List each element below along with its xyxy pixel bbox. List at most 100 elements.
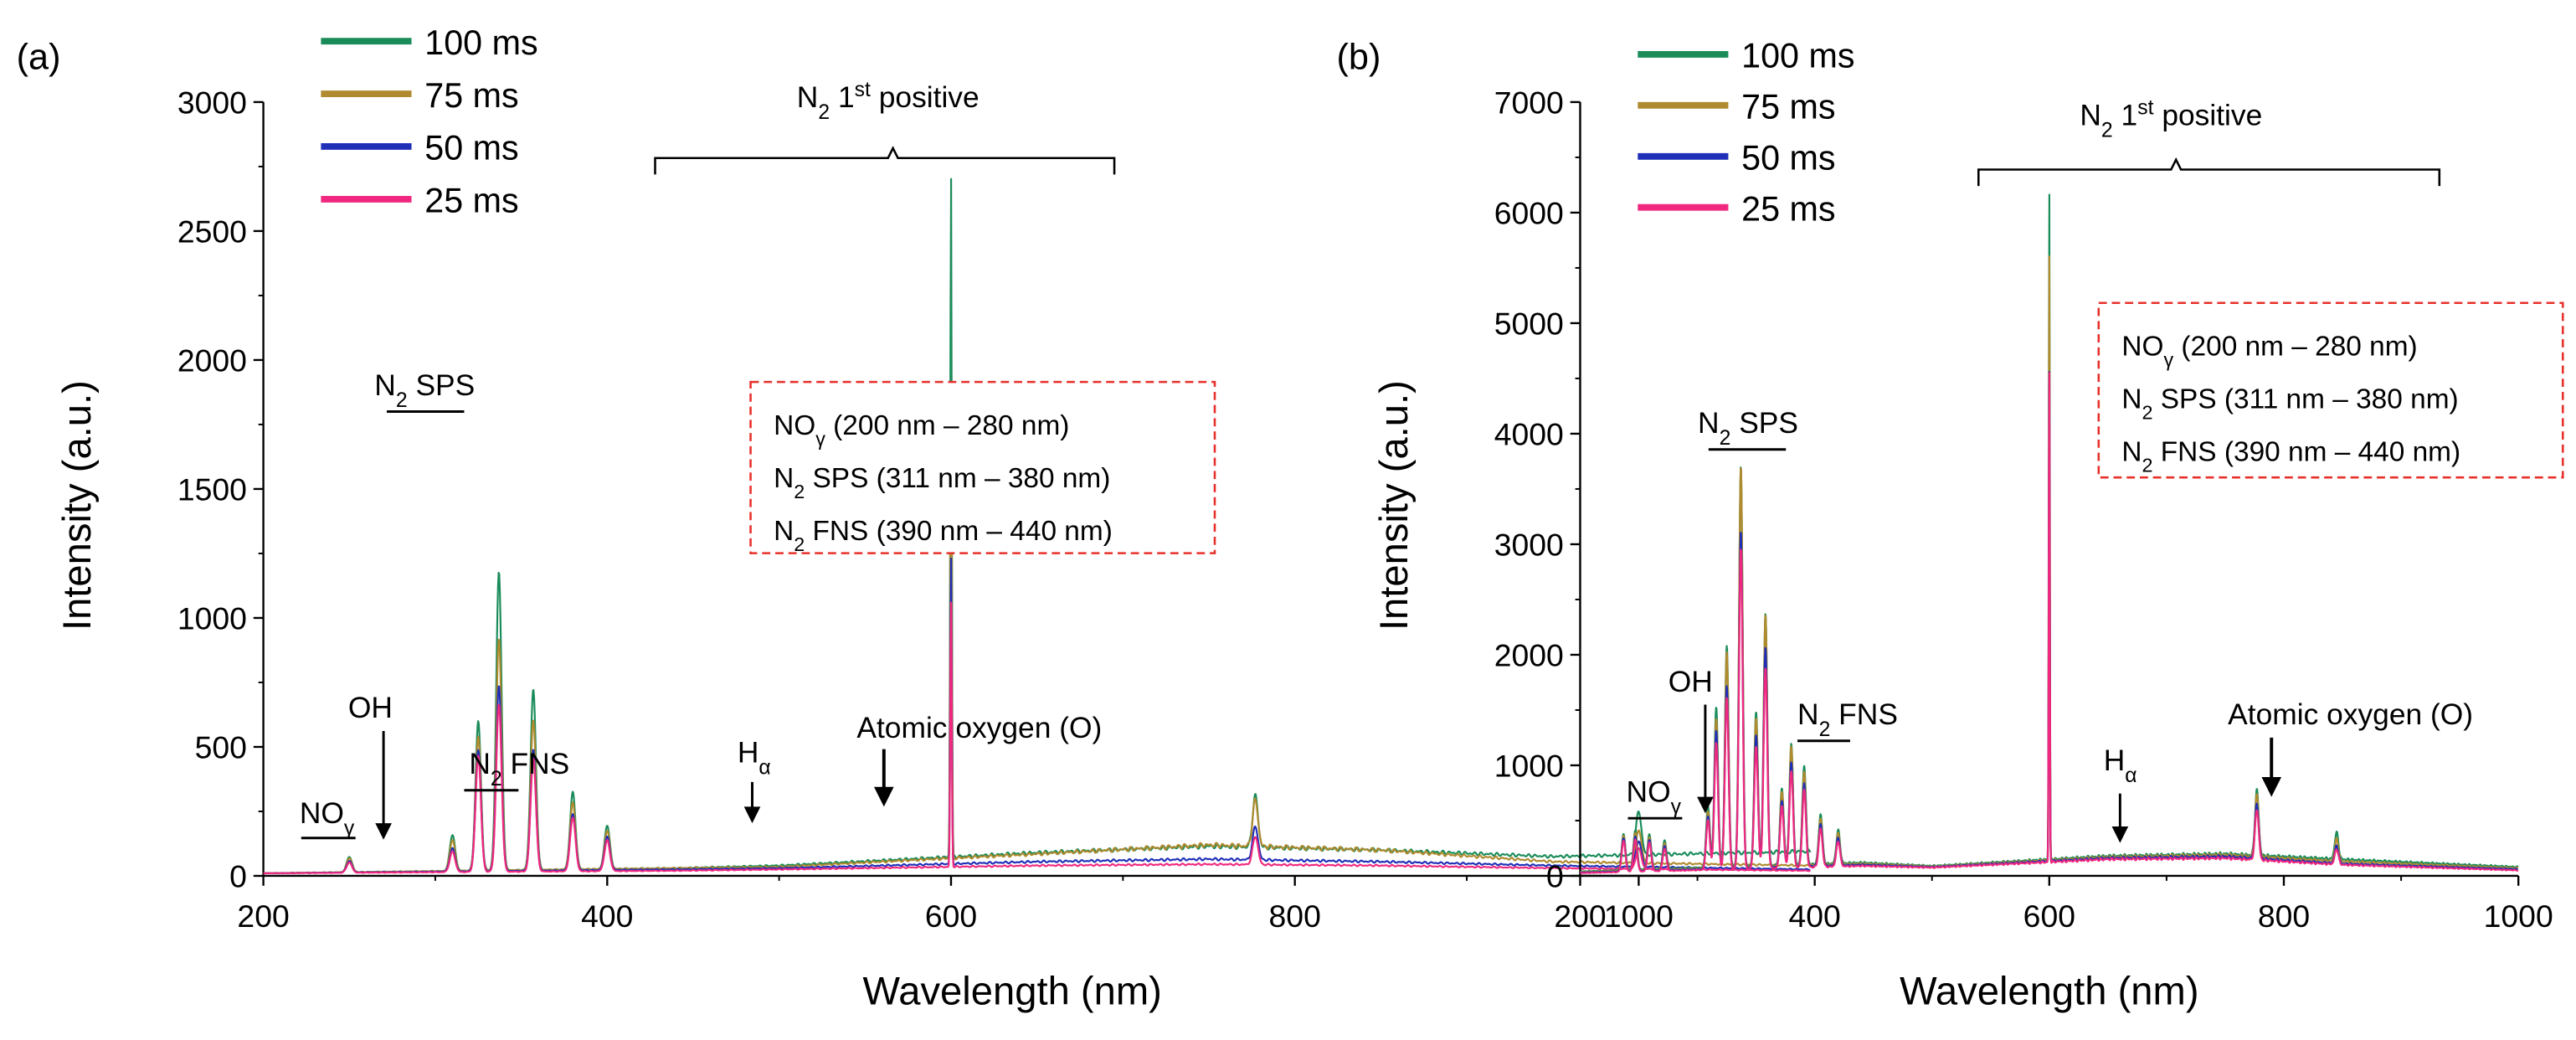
info-box-line: N2 FNS (390 nm – 440 nm): [774, 516, 1113, 555]
h-alpha-label-sub: α: [2125, 765, 2136, 787]
n2-fns-label-main: N: [1797, 698, 1819, 731]
no-gamma-label-sub: γ: [344, 817, 355, 840]
x-tick-label: 400: [1789, 898, 1841, 934]
info-box-line-sub: 2: [794, 481, 805, 502]
n2-first-positive-label-sup: st: [855, 78, 871, 100]
y-tick-label: 2000: [1494, 638, 1564, 673]
info-box-line-main: NO: [774, 410, 815, 441]
n2-first-positive-bracket: [654, 146, 1116, 175]
h-alpha-arrow-head: [2111, 826, 2129, 843]
y-tick-label: 5000: [1494, 306, 1564, 342]
x-tick-label: 400: [581, 898, 633, 934]
n2-sps-label-rest: SPS: [408, 369, 476, 402]
legend-label: 50 ms: [424, 129, 518, 167]
y-tick-label: 6000: [1494, 196, 1564, 231]
n2-first-positive-label-main: N: [2080, 99, 2101, 131]
legend-label: 25 ms: [1741, 189, 1835, 228]
n2-fns-label: N2 FNS: [1797, 698, 1898, 741]
h-alpha-label: Hα: [738, 736, 771, 779]
n2-first-positive-label-rest: 1: [830, 81, 855, 114]
n2-sps-label-rest: SPS: [1730, 407, 1798, 440]
info-box-line-rest: FNS (390 nm – 440 nm): [2152, 437, 2460, 468]
y-tick-label: 2000: [177, 343, 247, 378]
atomic-oxygen-label: Atomic oxygen (O): [2228, 698, 2473, 731]
x-tick-label: 600: [925, 898, 977, 934]
y-axis-title: Intensity (a.u.): [54, 380, 99, 631]
series-line: [1579, 372, 2519, 874]
info-box-line-rest: FNS (390 nm – 440 nm): [805, 516, 1113, 547]
info-box-line-sub: 2: [2142, 402, 2152, 424]
no-gamma-label-main: NO: [1627, 776, 1671, 809]
legend-label: 75 ms: [1741, 88, 1835, 126]
n2-first-positive-bracket: [1977, 157, 2441, 187]
legend-label: 25 ms: [424, 182, 518, 220]
no-gamma-label: NOγ: [300, 797, 355, 840]
y-tick-label: 500: [195, 730, 247, 765]
n2-sps-label-sub: 2: [396, 389, 408, 411]
x-tick-label: 600: [2023, 898, 2075, 934]
n2-fns-label-rest: FNS: [1830, 698, 1898, 731]
no-gamma-label: NOγ: [1627, 776, 1682, 819]
oh-label: OH: [348, 692, 393, 724]
info-box-line: NOγ (200 nm – 280 nm): [774, 410, 1069, 450]
y-tick-label: 2500: [177, 214, 247, 250]
h-alpha-arrow-head: [743, 806, 761, 824]
info-box-line-sub: γ: [815, 428, 825, 450]
info-box-line-sub: 2: [794, 533, 805, 555]
info-box-line-sub: γ: [2163, 349, 2173, 371]
series-line: [263, 601, 1811, 875]
legend-label: 100 ms: [1741, 37, 1854, 75]
info-box-line-sub: 2: [2142, 455, 2152, 476]
atomic-oxygen-arrow-head: [2261, 777, 2282, 797]
y-tick-label: 7000: [1494, 85, 1564, 121]
legend-label: 50 ms: [1741, 139, 1835, 178]
n2-first-positive-label-sup: st: [2137, 96, 2153, 119]
n2-first-positive-label-tail: positive: [2153, 99, 2262, 131]
info-box: [749, 380, 1216, 554]
no-gamma-label-main: NO: [300, 797, 344, 830]
x-tick-label: 1000: [2484, 898, 2553, 934]
y-tick-label: 1000: [177, 601, 247, 636]
info-box-line-main: NO: [2121, 332, 2163, 363]
n2-first-positive-label-sub: 2: [818, 100, 830, 123]
n2-first-positive-label-rest: 1: [2113, 99, 2138, 131]
h-alpha-label: Hα: [2104, 744, 2137, 787]
oh-arrow-head: [375, 823, 392, 840]
x-axis-title: Wavelength (nm): [862, 968, 1161, 1012]
n2-fns-label-main: N: [469, 748, 491, 780]
info-box-line-main: N: [2121, 437, 2142, 468]
oh-label: OH: [1668, 666, 1713, 698]
panel-label: (b): [1337, 38, 1381, 78]
h-alpha-label-main: H: [738, 736, 759, 769]
y-tick-label: 4000: [1494, 417, 1564, 452]
x-tick-label: 1000: [1604, 898, 1674, 934]
info-box-line-rest: (200 nm – 280 nm): [2173, 332, 2418, 363]
y-tick-label: 1000: [1494, 749, 1564, 784]
x-axis-title: Wavelength (nm): [1900, 968, 2198, 1012]
y-tick-label: 3000: [1494, 528, 1564, 563]
info-box-line: NOγ (200 nm – 280 nm): [2121, 332, 2417, 371]
n2-fns-label-rest: FNS: [502, 748, 570, 780]
legend-label: 75 ms: [424, 76, 518, 115]
h-alpha-label-sub: α: [758, 756, 770, 779]
info-box-line-main: N: [2121, 384, 2142, 415]
x-tick-label: 800: [1269, 898, 1321, 934]
n2-first-positive-label-sub: 2: [2101, 119, 2113, 142]
info-box-line: N2 FNS (390 nm – 440 nm): [2121, 437, 2460, 476]
info-box-line: N2 SPS (311 nm – 380 nm): [774, 463, 1110, 502]
info-box-line-rest: SPS (311 nm – 380 nm): [805, 463, 1110, 494]
y-tick-label: 0: [229, 859, 247, 894]
n2-first-positive-label-tail: positive: [871, 81, 979, 114]
legend-label: 100 ms: [424, 23, 537, 62]
info-box-line-rest: SPS (311 nm – 380 nm): [2152, 384, 2458, 415]
panel-label: (a): [17, 38, 61, 78]
no-gamma-label-sub: γ: [1671, 795, 1682, 818]
info-box-line: N2 SPS (311 nm – 380 nm): [2121, 384, 2458, 424]
n2-first-positive-label: N2 1st positive: [2080, 96, 2262, 142]
info-box-line-main: N: [774, 516, 794, 547]
info-box-line-rest: (200 nm – 280 nm): [825, 410, 1070, 441]
y-tick-label: 0: [1546, 859, 1564, 894]
